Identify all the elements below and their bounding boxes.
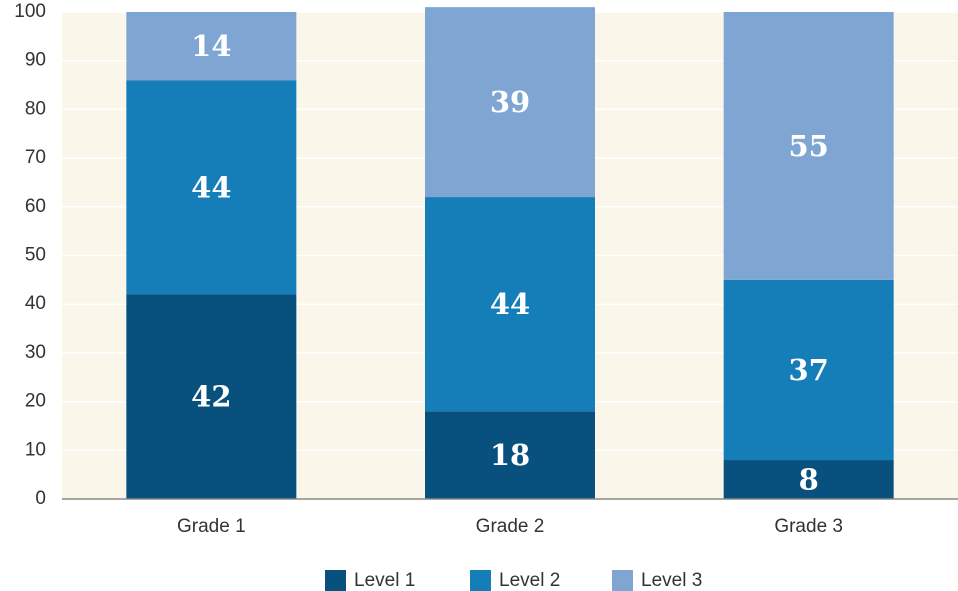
data-label: 55 <box>788 129 828 163</box>
data-label: 44 <box>490 287 530 321</box>
y-tick-label: 20 <box>25 391 46 412</box>
bar-segment <box>425 197 595 412</box>
legend-swatch <box>325 570 346 591</box>
y-tick-label: 90 <box>25 50 46 71</box>
bar-segment <box>126 12 297 81</box>
x-tick-label: Grade 1 <box>177 516 246 537</box>
y-tick-label: 100 <box>14 1 46 22</box>
data-label: 14 <box>191 29 231 63</box>
legend-label: Level 1 <box>354 570 415 591</box>
legend-swatch <box>470 570 491 591</box>
data-label: 42 <box>191 380 231 414</box>
data-label: 8 <box>799 463 819 497</box>
legend-label: Level 2 <box>499 570 560 591</box>
bar-segment <box>126 294 297 499</box>
data-label: 44 <box>191 170 231 204</box>
legend-swatch <box>612 570 633 591</box>
bar-segment <box>723 279 894 461</box>
x-tick-label: Grade 2 <box>476 516 545 537</box>
y-tick-label: 0 <box>35 488 46 509</box>
bar-segment <box>723 460 894 499</box>
y-tick-label: 30 <box>25 342 46 363</box>
legend-label: Level 3 <box>641 570 702 591</box>
bar-segment <box>723 12 894 280</box>
data-label: 39 <box>490 85 530 119</box>
y-tick-label: 50 <box>25 245 46 266</box>
y-tick-label: 60 <box>25 196 46 217</box>
y-tick-label: 80 <box>25 98 46 119</box>
bar-segment <box>425 7 595 198</box>
bar-segment <box>126 80 297 295</box>
bar-segment <box>425 411 595 499</box>
data-label: 37 <box>788 353 828 387</box>
x-tick-label: Grade 3 <box>774 516 843 537</box>
y-tick-label: 40 <box>25 293 46 314</box>
y-tick-label: 70 <box>25 147 46 168</box>
data-label: 18 <box>490 438 530 472</box>
y-tick-label: 10 <box>25 439 46 460</box>
